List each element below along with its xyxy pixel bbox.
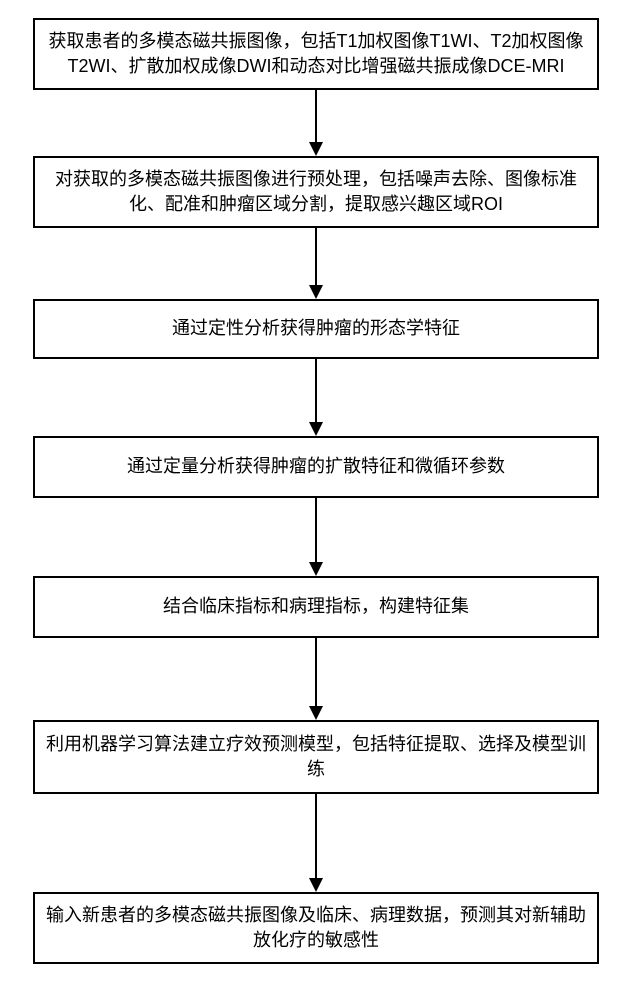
flow-node-n6: 利用机器学习算法建立疗效预测模型，包括特征提取、选择及模型训练 — [33, 720, 599, 794]
flow-node-label: 对获取的多模态磁共振图像进行预处理，包括噪声去除、图像标准化、配准和肿瘤区域分割… — [45, 167, 587, 217]
flow-node-n4: 通过定量分析获得肿瘤的扩散特征和微循环参数 — [33, 436, 599, 498]
flowchart-canvas: 获取患者的多模态磁共振图像，包括T1加权图像T1WI、T2加权图像T2WI、扩散… — [0, 0, 631, 1000]
flow-arrow-4 — [307, 498, 325, 576]
flow-node-label: 利用机器学习算法建立疗效预测模型，包括特征提取、选择及模型训练 — [45, 732, 587, 782]
flow-arrow-6 — [307, 794, 325, 892]
flow-arrow-2 — [307, 228, 325, 299]
flow-node-label: 结合临床指标和病理指标，构建特征集 — [163, 594, 469, 619]
flow-arrow-5 — [307, 638, 325, 720]
flow-arrow-3 — [307, 359, 325, 436]
flow-node-n5: 结合临床指标和病理指标，构建特征集 — [33, 576, 599, 638]
flow-node-n1: 获取患者的多模态磁共振图像，包括T1加权图像T1WI、T2加权图像T2WI、扩散… — [33, 18, 599, 90]
flow-node-n2: 对获取的多模态磁共振图像进行预处理，包括噪声去除、图像标准化、配准和肿瘤区域分割… — [33, 156, 599, 228]
flow-arrow-1 — [307, 90, 325, 156]
flow-node-label: 通过定量分析获得肿瘤的扩散特征和微循环参数 — [127, 454, 505, 479]
flow-node-label: 输入新患者的多模态磁共振图像及临床、病理数据，预测其对新辅助放化疗的敏感性 — [45, 903, 587, 953]
flow-node-label: 通过定性分析获得肿瘤的形态学特征 — [172, 316, 460, 341]
flow-node-n3: 通过定性分析获得肿瘤的形态学特征 — [33, 299, 599, 359]
flow-node-n7: 输入新患者的多模态磁共振图像及临床、病理数据，预测其对新辅助放化疗的敏感性 — [33, 892, 599, 964]
flow-node-label: 获取患者的多模态磁共振图像，包括T1加权图像T1WI、T2加权图像T2WI、扩散… — [45, 29, 587, 79]
